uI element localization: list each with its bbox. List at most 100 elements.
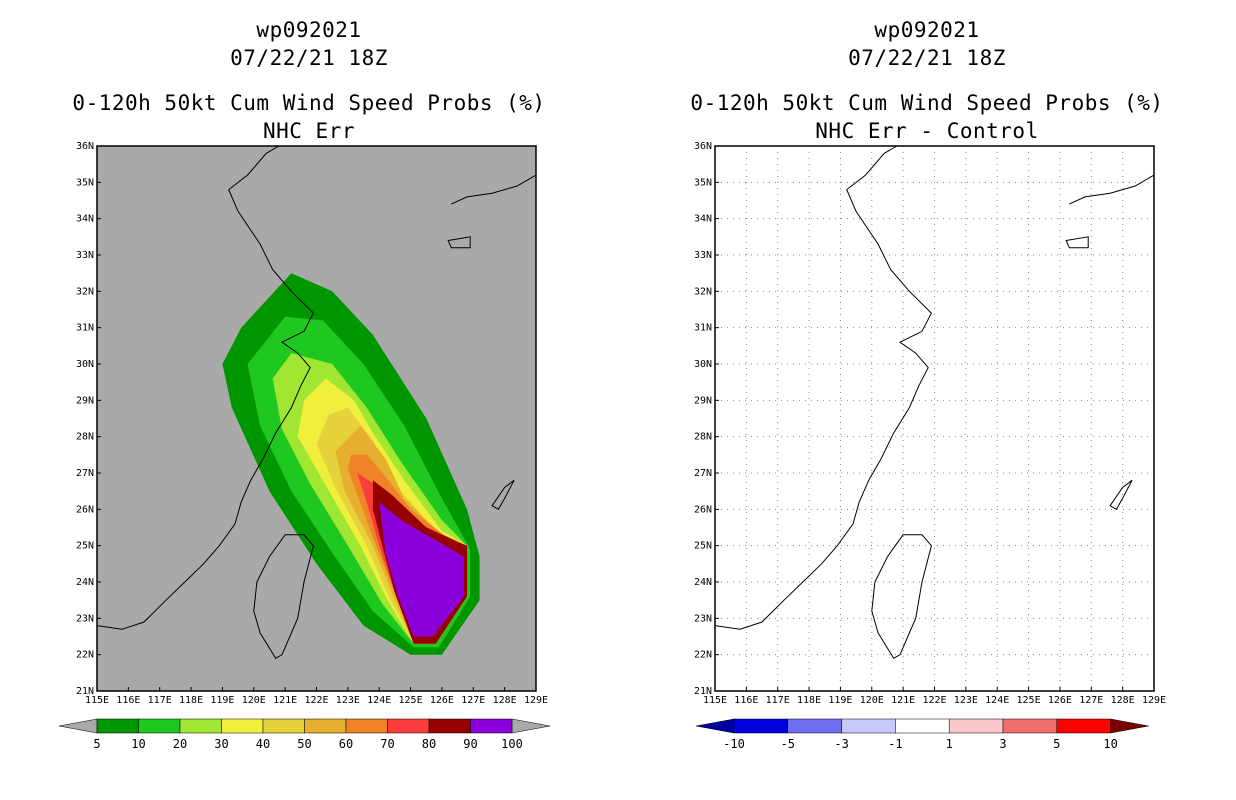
colorbar-segment — [948, 718, 1004, 734]
lon-tick-label: 122E — [922, 695, 946, 706]
lat-tick-label: 30N — [76, 359, 94, 370]
colorbar-segment — [470, 718, 513, 734]
lat-tick-label: 26N — [694, 504, 712, 515]
colorbar-label: 30 — [214, 737, 228, 751]
colorbar-label: 40 — [256, 737, 270, 751]
colorbar-label: 5 — [1053, 737, 1060, 751]
colorbar-label: 80 — [422, 737, 436, 751]
lat-tick-label: 23N — [76, 613, 94, 624]
chart-title: 0-120h 50kt Cum Wind Speed Probs (%) — [72, 91, 546, 115]
lon-tick-label: 115E — [85, 695, 109, 706]
coastline — [714, 145, 933, 630]
lat-tick-label: 28N — [76, 432, 94, 443]
lat-tick-label: 33N — [694, 250, 712, 261]
colorbar-over — [511, 718, 551, 734]
prob-contour-90 — [379, 502, 464, 637]
colorbar-segment — [221, 718, 264, 734]
lat-tick-label: 29N — [76, 395, 94, 406]
lat-tick-label: 36N — [694, 141, 712, 152]
colorbar-segment — [895, 718, 950, 734]
lon-tick-label: 129E — [524, 695, 548, 706]
colorbar-segment — [138, 718, 181, 734]
lon-tick-label: 119E — [210, 695, 234, 706]
map-chart: 115E 116E 117E 118E 119E 120E 121E 122E 123E 124E… — [58, 141, 551, 751]
storm-id: wp092021 — [874, 18, 980, 42]
lon-tick-label: 125E — [1017, 695, 1041, 706]
lat-tick-label: 21N — [694, 686, 712, 697]
lon-tick-label: 119E — [828, 695, 852, 706]
lat-tick-label: 27N — [76, 468, 94, 479]
colorbar-label: -1 — [888, 737, 902, 751]
colorbar-label: 20 — [173, 737, 187, 751]
lon-tick-label: 120E — [860, 695, 884, 706]
ryukyu-coastline — [491, 479, 515, 510]
colorbar-segment — [179, 718, 222, 734]
lat-tick-label: 27N — [694, 468, 712, 479]
right-panel: wp092021 07/22/21 18Z 0-120h 50kt Cum Wi… — [618, 0, 1236, 800]
lon-tick-label: 127E — [1079, 695, 1103, 706]
lon-tick-label: 117E — [148, 695, 172, 706]
lat-tick-label: 36N — [76, 141, 94, 152]
map-area: 115E 116E 117E 118E 119E 120E 121E 122E 123E 124E… — [694, 141, 1166, 706]
coastline — [96, 145, 315, 630]
colorbar-segment — [96, 718, 139, 734]
colorbar-over — [1110, 718, 1149, 734]
colorbar-label: 10 — [131, 737, 145, 751]
colorbar-label: 100 — [501, 737, 523, 751]
colorbar-label: -3 — [834, 737, 848, 751]
lat-tick-label: 21N — [76, 686, 94, 697]
map-area: 115E 116E 117E 118E 119E 120E 121E 122E 123E 124E… — [76, 141, 548, 706]
lon-tick-label: 115E — [703, 695, 727, 706]
lon-tick-label: 124E — [985, 695, 1009, 706]
lat-tick-label: 32N — [694, 286, 712, 297]
lat-tick-label: 24N — [694, 577, 712, 588]
lat-tick-label: 31N — [76, 323, 94, 334]
ryukyu-coastline — [1109, 479, 1133, 510]
lon-tick-label: 116E — [734, 695, 758, 706]
lat-tick-label: 28N — [694, 432, 712, 443]
map-chart: 115E 116E 117E 118E 119E 120E 121E 122E 123E 124E… — [694, 141, 1166, 751]
lon-tick-label: 118E — [797, 695, 821, 706]
colorbar-label: 90 — [463, 737, 477, 751]
colorbar-segment — [387, 718, 430, 734]
chart-title: 0-120h 50kt Cum Wind Speed Probs (%) — [690, 91, 1164, 115]
colorbar-label: -10 — [723, 737, 745, 751]
colorbar: -10 -5 -3 -1 1 3 5 10 — [695, 718, 1149, 751]
lat-tick-label: 26N — [76, 504, 94, 515]
lon-tick-label: 127E — [461, 695, 485, 706]
date-label: 07/22/21 18Z — [848, 46, 1006, 70]
lat-tick-label: 35N — [694, 177, 712, 188]
colorbar-label: 60 — [339, 737, 353, 751]
colorbar-label: 5 — [93, 737, 100, 751]
map-background — [715, 146, 1154, 691]
colorbar-segment — [733, 718, 789, 734]
lon-tick-label: 116E — [116, 695, 140, 706]
taiwan-coastline — [253, 534, 314, 659]
colorbar-label: 70 — [380, 737, 394, 751]
lat-tick-label: 23N — [694, 613, 712, 624]
taiwan-coastline — [871, 534, 932, 659]
lon-tick-label: 118E — [179, 695, 203, 706]
colorbar-segment — [345, 718, 388, 734]
chart-subtitle: NHC Err — [262, 119, 355, 143]
left-panel: wp092021 07/22/21 18Z 0-120h 50kt Cum Wi… — [58, 18, 551, 751]
lat-tick-label: 25N — [76, 541, 94, 552]
colorbar-segment — [1002, 718, 1058, 734]
lon-tick-label: 124E — [367, 695, 391, 706]
colorbar-label: 1 — [946, 737, 953, 751]
colorbar-segment — [428, 718, 471, 734]
lon-tick-label: 129E — [1142, 695, 1166, 706]
lon-tick-label: 121E — [891, 695, 915, 706]
chart-subtitle: NHC Err - Control — [815, 119, 1039, 143]
colorbar-segment — [262, 718, 305, 734]
lon-tick-label: 128E — [1111, 695, 1135, 706]
colorbar-segment — [1056, 718, 1111, 734]
colorbar-under — [58, 718, 98, 734]
lat-tick-label: 30N — [694, 359, 712, 370]
lat-tick-label: 35N — [76, 177, 94, 188]
storm-id: wp092021 — [256, 18, 362, 42]
colorbar-segment — [787, 718, 842, 734]
lat-tick-label: 34N — [76, 214, 94, 225]
colorbar-label: 10 — [1103, 737, 1117, 751]
colorbar: 5 10 20 30 40 50 60 70 80 90 100 — [58, 718, 551, 751]
